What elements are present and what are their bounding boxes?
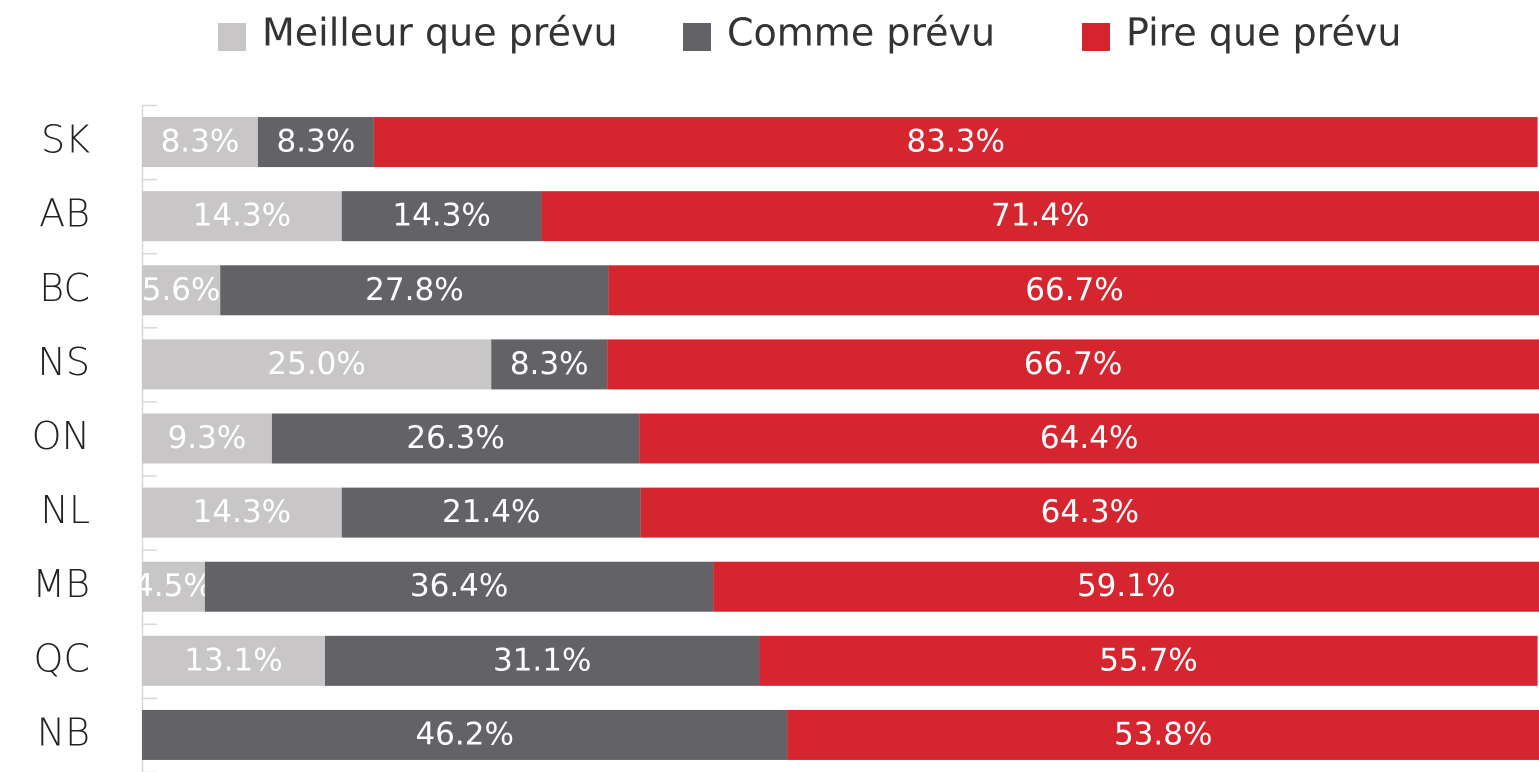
y-tick-label: BC [39, 266, 90, 310]
bar-segment [142, 635, 326, 686]
value-label: 64.3% [1041, 494, 1139, 530]
bar-segment [608, 265, 1539, 316]
bar-segment [713, 561, 1539, 612]
value-label: 21.4% [442, 494, 540, 530]
value-label: 14.3% [193, 494, 291, 530]
bar-segment [204, 561, 714, 612]
bar-segment [142, 561, 205, 612]
bar-segment [142, 339, 492, 390]
bar-segment [142, 191, 342, 242]
y-tick-label: ON [32, 414, 90, 458]
y-tick-label: QC [34, 636, 90, 680]
bar-segment [491, 339, 608, 390]
bar-segment [142, 265, 221, 316]
value-label: 26.3% [406, 420, 504, 456]
bar-segment [271, 413, 640, 464]
value-label: 27.8% [365, 272, 463, 308]
y-tick-label: NS [37, 340, 90, 384]
value-label: 8.3% [277, 124, 356, 160]
value-label: 64.4% [1040, 420, 1138, 456]
value-label: 36.4% [410, 568, 508, 604]
value-label: 46.2% [415, 716, 513, 752]
value-label: 83.3% [907, 124, 1005, 160]
bar-segment [341, 191, 542, 242]
value-label: 5.6% [142, 272, 221, 308]
value-label: 14.3% [392, 198, 490, 234]
legend-label: Pire que prévu [1126, 11, 1401, 55]
value-label: 8.3% [510, 346, 589, 382]
value-label: 59.1% [1077, 568, 1175, 604]
bar-segment [787, 709, 1539, 760]
value-label: 14.3% [193, 198, 291, 234]
bar-segment [607, 339, 1539, 390]
legend-swatch [1082, 23, 1110, 51]
value-label: 55.7% [1099, 642, 1197, 678]
value-label: 25.0% [267, 346, 365, 382]
value-label: 66.7% [1025, 272, 1123, 308]
bar-segment [142, 709, 788, 760]
bar-segment [639, 413, 1539, 464]
bar-segment [373, 117, 1538, 168]
value-label: 13.1% [184, 642, 282, 678]
bar-segment [341, 487, 641, 538]
value-label: 66.7% [1024, 346, 1122, 382]
legend-swatch [683, 23, 711, 51]
bar-segment [142, 487, 342, 538]
y-tick-label: NB [37, 710, 90, 754]
legend-swatch [218, 23, 246, 51]
bar-segment [142, 117, 258, 168]
bar-segment [759, 635, 1538, 686]
y-tick-label: MB [32, 562, 90, 606]
y-tick-label: NL [40, 488, 90, 532]
legend-label: Comme prévu [727, 11, 995, 55]
bar-segment [220, 265, 609, 316]
value-label: 8.3% [161, 124, 240, 160]
value-label: 71.4% [991, 198, 1089, 234]
value-label: 53.8% [1114, 716, 1212, 752]
bar-segment [541, 191, 1539, 242]
bar-segment [142, 413, 272, 464]
y-tick-label: AB [39, 192, 90, 236]
bar-segment [325, 635, 760, 686]
y-tick-label: SK [41, 118, 90, 162]
bar-segment [257, 117, 374, 168]
value-label: 31.1% [493, 642, 591, 678]
value-label: 9.3% [168, 420, 247, 456]
plot-area: 8.3% 8.3% 83.3% 14.3% 14.3% 71.4% 5.6% 27.8% 66.… [134, 117, 1539, 760]
bar-segment [640, 487, 1539, 538]
legend-label: Meilleur que prévu [262, 11, 618, 55]
value-label: 4.5% [134, 568, 213, 604]
